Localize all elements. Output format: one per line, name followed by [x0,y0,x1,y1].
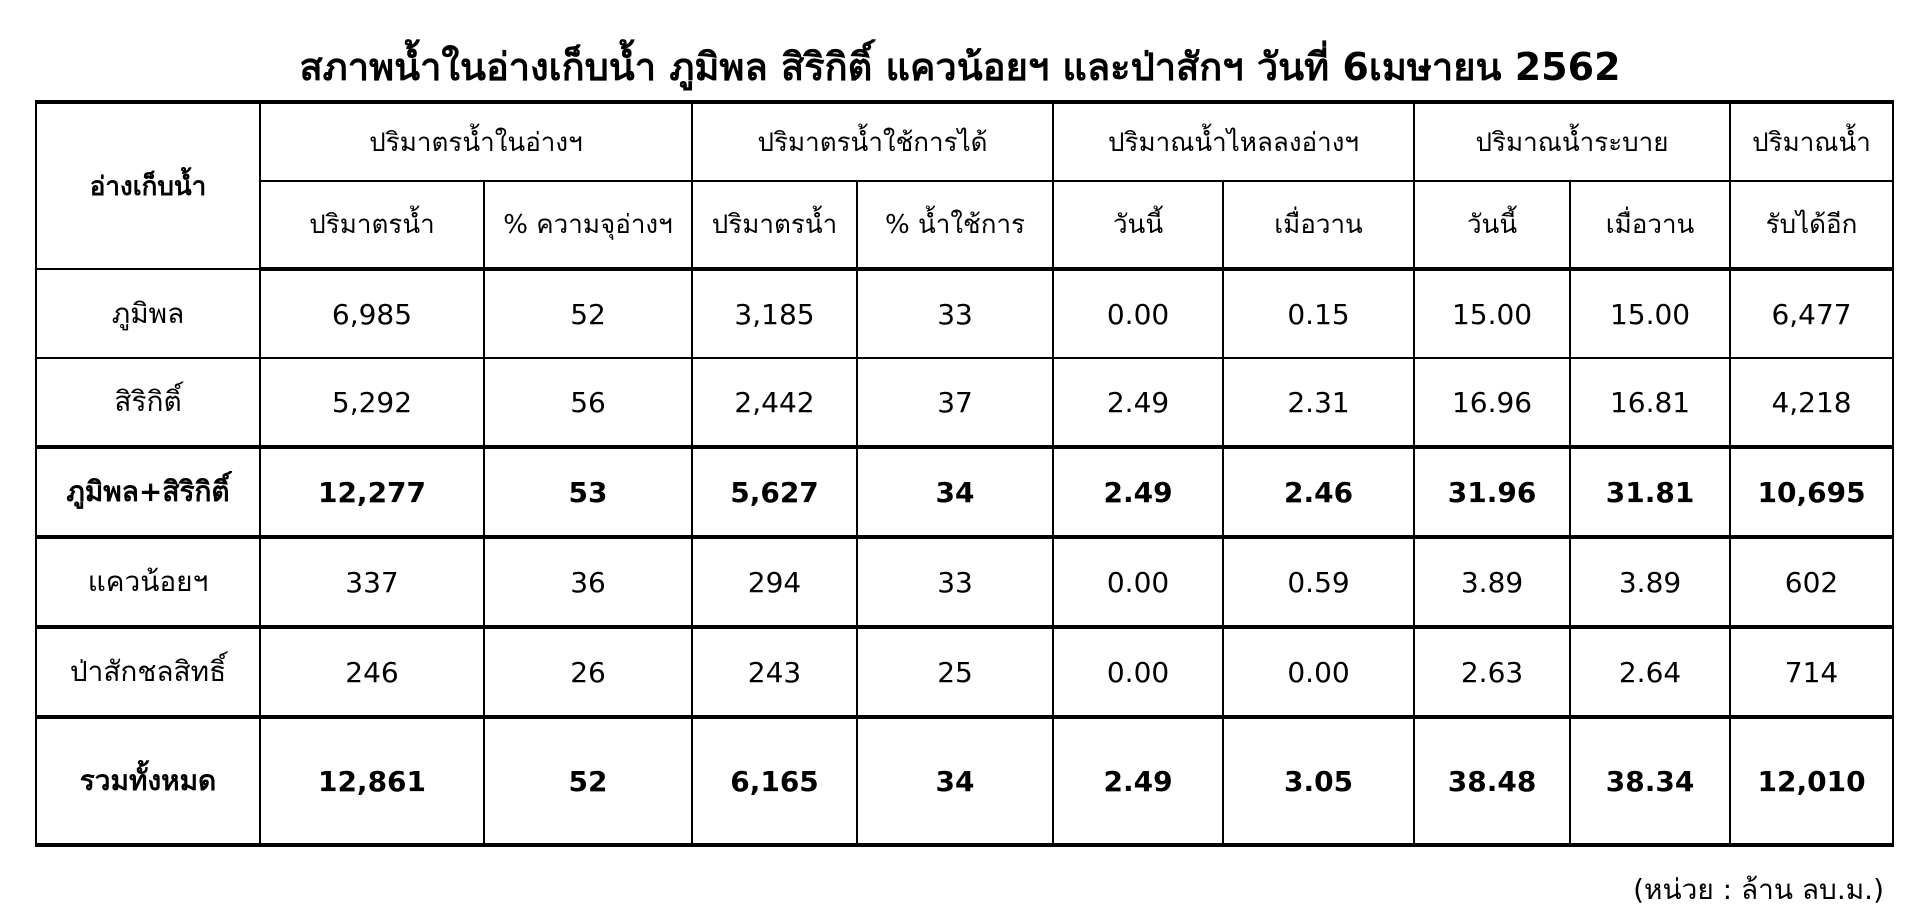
table-cell: 337 [259,535,485,628]
table-cell: 0.00 [1222,625,1416,718]
table-cell: 243 [691,625,859,718]
table-row: ป่าสักชลสิทธิ์ 246 26 243 25 0.00 0.00 2.63 2.64… [35,625,1895,718]
table-cell: 34 [856,715,1055,846]
header-sub: วันนี้ [1413,180,1572,271]
table-cell: 2,442 [691,357,859,448]
table-cell: 6,477 [1729,268,1895,359]
table-cell: 2.49 [1052,445,1225,538]
table-cell: 12,010 [1729,715,1895,846]
table-cell: 52 [482,268,694,359]
table-cell: 38.34 [1569,715,1732,846]
header-row-groups: อ่างเก็บน้ำ ปริมาตรน้ำในอ่างฯ ปริมาตรน้ำ… [35,101,1895,270]
header-sub: เมื่อวาน [1569,180,1732,271]
table-cell: 294 [691,535,859,628]
table-cell: 15.00 [1413,268,1572,359]
table-row: ภูมิพล+สิริกิติ์ 12,277 53 5,627 34 2.49 2.46 3… [35,445,1895,538]
table-cell: 246 [259,625,485,718]
reservoir-name: แควน้อยฯ [35,535,261,628]
table-cell: 33 [856,535,1055,628]
table-row: ภูมิพล 6,985 52 3,185 33 0.00 0.15 15.00 15.00 6,… [35,268,1895,359]
header-group-release: ปริมาณน้ำระบาย [1413,101,1732,182]
reservoir-table: อ่างเก็บน้ำ ปริมาตรน้ำในอ่างฯ ปริมาตรน้ำ… [35,100,1895,847]
table-cell: 0.00 [1052,535,1225,628]
header-group-storage: ปริมาตรน้ำในอ่างฯ [258,101,694,182]
table-cell: 33 [856,268,1055,359]
reservoir-name: ภูมิพล+สิริกิติ์ [35,445,261,538]
header-group-inflow: ปริมาณน้ำไหลลงอ่างฯ [1052,101,1416,182]
reservoir-name: ป่าสักชลสิทธิ์ [35,625,261,718]
table-cell: 16.96 [1413,357,1572,448]
table-cell: 6,985 [259,268,485,359]
table-cell: 36 [482,535,694,628]
table-cell: 2.64 [1569,625,1732,718]
table-cell: 0.00 [1052,625,1225,718]
table-cell: 38.48 [1413,715,1572,846]
table-cell: 52 [482,715,694,846]
header-sub: รับได้อีก [1729,180,1895,271]
table-cell: 3,185 [691,268,859,359]
header-sub: ปริมาตรน้ำ [691,180,859,271]
table-cell: 602 [1729,535,1895,628]
table-cell: 37 [856,357,1055,448]
table-cell: 4,218 [1729,357,1895,448]
table-cell: 12,861 [259,715,485,846]
table-cell: 31.81 [1569,445,1732,538]
table-cell: 5,627 [691,445,859,538]
header-sub: % น้ำใช้การ [856,180,1055,271]
table-row: สิริกิติ์ 5,292 56 2,442 37 2.49 2.31 16.96 16.8… [35,357,1895,448]
table-cell: 15.00 [1569,268,1732,359]
table-row: รวมทั้งหมด 12,861 52 6,165 34 2.49 3.05 38.48 38… [35,715,1895,846]
table-cell: 0.59 [1222,535,1416,628]
header-sub: วันนี้ [1052,180,1225,271]
table-cell: 12,277 [259,445,485,538]
table-cell: 3.89 [1569,535,1732,628]
table-cell: 53 [482,445,694,538]
page-title: สภาพน้ำในอ่างเก็บน้ำ ภูมิพล สิริกิติ์ แค… [299,45,1621,89]
table-cell: 25 [856,625,1055,718]
header-reservoir: อ่างเก็บน้ำ [35,101,261,270]
table-cell: 0.00 [1052,268,1225,359]
reservoir-name: ภูมิพล [35,268,261,359]
table-cell: 0.15 [1222,268,1416,359]
header-group-usable: ปริมาตรน้ำใช้การได้ [691,101,1055,182]
table-cell: 2.31 [1222,357,1416,448]
table-cell: 2.46 [1222,445,1416,538]
table-cell: 3.05 [1222,715,1416,846]
table-cell: 34 [856,445,1055,538]
table-cell: 6,165 [691,715,859,846]
table-cell: 16.81 [1569,357,1732,448]
table-cell: 2.49 [1052,715,1225,846]
table-cell: 56 [482,357,694,448]
table-cell: 10,695 [1729,445,1895,538]
header-group-capacity: ปริมาณน้ำ [1729,101,1895,182]
table-cell: 31.96 [1413,445,1572,538]
table-cell: 2.49 [1052,357,1225,448]
unit-note: (หน่วย : ล้าน ลบ.ม.) [1633,873,1884,906]
reservoir-name: สิริกิติ์ [35,357,261,448]
table-row: แควน้อยฯ 337 36 294 33 0.00 0.59 3.89 3.89 602 [35,535,1895,628]
header-sub: % ความจุอ่างฯ [482,180,694,271]
table-cell: 26 [482,625,694,718]
header-sub: เมื่อวาน [1222,180,1416,271]
table-cell: 5,292 [259,357,485,448]
header-sub: ปริมาตรน้ำ [259,180,485,271]
table-cell: 714 [1729,625,1895,718]
table-cell: 2.63 [1413,625,1572,718]
header-row-sub: ปริมาตรน้ำ % ความจุอ่างฯ ปริมาตรน้ำ % น้… [36,180,1895,271]
table-cell: 3.89 [1413,535,1572,628]
reservoir-name: รวมทั้งหมด [35,715,261,846]
